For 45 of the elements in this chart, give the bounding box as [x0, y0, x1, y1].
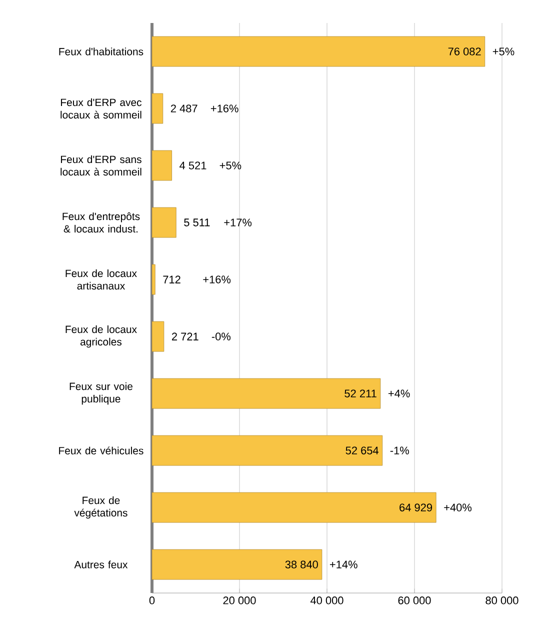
data-label: 64 929: [400, 504, 432, 512]
data-label: 2 721: [172, 332, 198, 340]
annotation: +17%: [224, 218, 252, 226]
x-tick-label: 60 000: [398, 596, 431, 604]
y-tick-label: Feux d'habitations: [59, 48, 144, 56]
x-tick-label: 40 000: [310, 596, 344, 604]
bar: [152, 150, 172, 181]
bar: [152, 492, 436, 523]
annotation: +5%: [220, 162, 242, 170]
x-tick-label: 20 000: [223, 596, 256, 604]
bar: [152, 264, 156, 295]
y-tick-label: Feux d'ERP avec locaux à sommeil: [60, 98, 142, 119]
data-label: 38 840: [285, 560, 318, 568]
y-tick-label: Autres feux: [74, 560, 128, 568]
y-tick-label: Feux de véhicules: [59, 446, 144, 454]
y-tick-label: Feux d'entrepôts & locaux indust.: [62, 212, 140, 233]
bar: [152, 93, 164, 124]
y-tick-label: Feux sur voie publique: [70, 382, 132, 405]
data-label: 4 521: [180, 162, 206, 170]
y-tick-label: Feux d'ERP sans locaux à sommeil: [60, 155, 142, 176]
annotation: +16%: [210, 104, 238, 112]
data-label: 712: [163, 276, 180, 284]
annotation: +40%: [444, 504, 472, 512]
annotation: -1%: [390, 446, 409, 454]
y-tick-label: Feux de végétations: [74, 496, 128, 519]
annotation: -0%: [212, 332, 231, 340]
bar: [152, 321, 164, 352]
data-label: 52 654: [346, 446, 378, 454]
data-label: 76 082: [448, 48, 481, 56]
data-label: 2 487: [170, 104, 198, 112]
y-tick-label: Feux de locaux artisanaux: [66, 269, 137, 290]
data-label: 5 511: [184, 218, 210, 226]
annotation: +5%: [492, 48, 514, 56]
bar: [152, 549, 322, 580]
data-label: 52 211: [344, 390, 376, 398]
x-tick-label: 0: [149, 596, 155, 604]
annotation: +14%: [330, 560, 358, 568]
annotation: +4%: [388, 390, 410, 398]
x-tick-label: 80 000: [486, 596, 518, 604]
bar: [152, 207, 176, 238]
annotation: +16%: [203, 276, 231, 284]
y-tick-label: Feux de locaux agricoles: [66, 325, 137, 348]
bar: [152, 435, 383, 466]
bar: [152, 378, 381, 409]
bar: [152, 36, 486, 67]
